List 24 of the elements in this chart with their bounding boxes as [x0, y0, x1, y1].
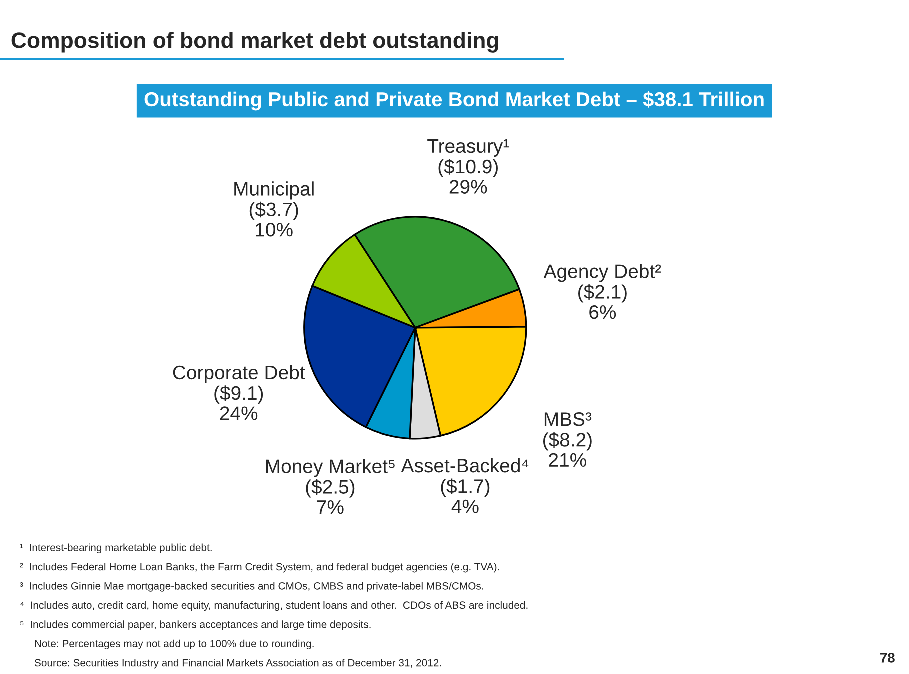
text: Note: Percentages may not add up to 100% due to rounding.	[35, 640, 314, 650]
data-label: ($1.7) 4%	[441, 478, 490, 514]
data-label: ($2.5) 7%	[306, 479, 355, 514]
text: ⁵ Includes commercial paper, bankers acceptances and large time deposits.	[20, 620, 371, 630]
data-label: ($8.2) 21%	[543, 432, 592, 468]
slice-label: Agency Debt²	[544, 264, 662, 282]
slice-label: Money Market⁵	[266, 459, 395, 478]
slice-label: MBS³	[544, 412, 592, 426]
chart-subtitle: Outstanding Public and Private Bond Market Debt – $38.1 Trillion	[144, 91, 764, 111]
text: ⁴ Includes auto, credit card, home equity, manufacturing, student loans and other. CDOs of ABS are included.	[20, 601, 528, 612]
slice-label: Treasury¹	[428, 140, 510, 157]
data-label: ($9.1) 24%	[214, 386, 264, 420]
slice-label: Corporate Debt	[173, 365, 306, 384]
text: ² Includes Federal Home Loan Banks, the Farm Credit System, and federal budget agencies (e.g. TVA).	[20, 562, 500, 573]
text: Source: Securities Industry and Financial Markets Association as of December 31, 2012.	[34, 659, 442, 669]
data-label: ($10.9) 29%	[438, 159, 498, 194]
data-label: ($3.7) 10%	[250, 202, 298, 237]
slice-label: Asset-Backed⁴	[401, 458, 529, 473]
data-label: ($2.1) 6%	[578, 284, 627, 320]
slice-label: Municipal	[234, 182, 314, 200]
text: ³ Includes Ginnie Mae mortgage-backed securities and CMOs, CMBS and private-label MBS/CMOs.	[20, 582, 484, 592]
text: ¹ Interest-bearing marketable public debt.	[20, 544, 212, 554]
text: 78	[880, 653, 895, 663]
chart-title: Composition of bond market debt outstanding	[12, 32, 498, 53]
